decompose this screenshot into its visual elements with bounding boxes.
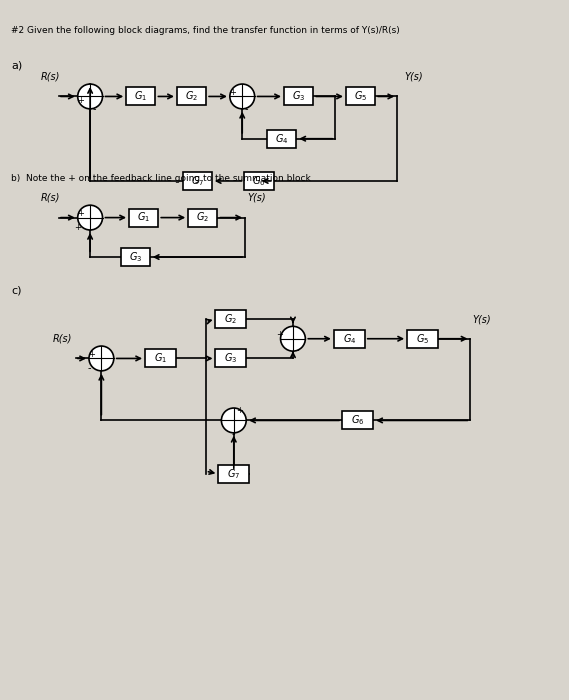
Text: R(s): R(s) [52, 334, 72, 344]
Text: -: - [245, 104, 248, 114]
FancyBboxPatch shape [342, 412, 373, 429]
Circle shape [230, 84, 255, 108]
FancyBboxPatch shape [126, 88, 155, 106]
Text: $G_1$: $G_1$ [137, 211, 150, 225]
Text: +: + [229, 88, 236, 97]
Text: $G_5$: $G_5$ [416, 332, 429, 346]
Text: $G_7$: $G_7$ [227, 467, 241, 481]
Text: $G_3$: $G_3$ [129, 250, 142, 264]
FancyBboxPatch shape [284, 88, 314, 106]
FancyBboxPatch shape [121, 248, 150, 266]
FancyBboxPatch shape [407, 330, 438, 348]
Text: +: + [236, 406, 243, 415]
Circle shape [221, 408, 246, 433]
FancyBboxPatch shape [145, 349, 176, 368]
FancyBboxPatch shape [245, 172, 274, 190]
FancyBboxPatch shape [129, 209, 158, 227]
Text: b)  Note the + on the feedback line going to the summation block: b) Note the + on the feedback line going… [11, 174, 311, 183]
Text: +: + [77, 96, 84, 105]
Text: +: + [277, 330, 283, 340]
Text: $G_2$: $G_2$ [224, 312, 237, 326]
Text: $G_4$: $G_4$ [343, 332, 356, 346]
Text: c): c) [11, 286, 22, 296]
Text: $G_2$: $G_2$ [185, 90, 198, 104]
Text: $G_3$: $G_3$ [292, 90, 305, 104]
Text: $G_4$: $G_4$ [275, 132, 288, 146]
FancyBboxPatch shape [183, 172, 212, 190]
Text: Y(s): Y(s) [247, 193, 266, 203]
Text: -: - [87, 363, 90, 374]
FancyBboxPatch shape [267, 130, 296, 148]
Circle shape [78, 84, 102, 108]
Text: +: + [77, 209, 84, 218]
Text: a): a) [11, 60, 23, 71]
FancyBboxPatch shape [216, 349, 246, 368]
Text: $G_2$: $G_2$ [196, 211, 209, 225]
Text: -: - [232, 430, 235, 440]
Circle shape [281, 326, 306, 351]
Text: Y(s): Y(s) [472, 314, 491, 324]
Circle shape [89, 346, 114, 371]
Text: $G_5$: $G_5$ [354, 90, 367, 104]
Text: $G_7$: $G_7$ [191, 174, 204, 188]
Text: $G_3$: $G_3$ [224, 351, 238, 365]
Circle shape [78, 205, 102, 230]
FancyBboxPatch shape [177, 88, 206, 106]
Text: $G_6$: $G_6$ [351, 414, 365, 427]
Text: +: + [75, 223, 81, 232]
FancyBboxPatch shape [218, 465, 249, 483]
Text: R(s): R(s) [41, 71, 60, 82]
FancyBboxPatch shape [346, 88, 375, 106]
Text: $G_1$: $G_1$ [134, 90, 147, 104]
Text: R(s): R(s) [41, 193, 60, 203]
Text: +: + [88, 350, 95, 359]
Text: Y(s): Y(s) [405, 71, 423, 82]
Text: $G_6$: $G_6$ [253, 174, 266, 188]
Text: #2 Given the following block diagrams, find the transfer function in terms of Y(: #2 Given the following block diagrams, f… [11, 26, 400, 35]
FancyBboxPatch shape [188, 209, 217, 227]
Text: -: - [296, 345, 299, 355]
Text: $G_1$: $G_1$ [154, 351, 167, 365]
FancyBboxPatch shape [216, 310, 246, 328]
Text: -: - [92, 104, 96, 114]
FancyBboxPatch shape [334, 330, 365, 348]
